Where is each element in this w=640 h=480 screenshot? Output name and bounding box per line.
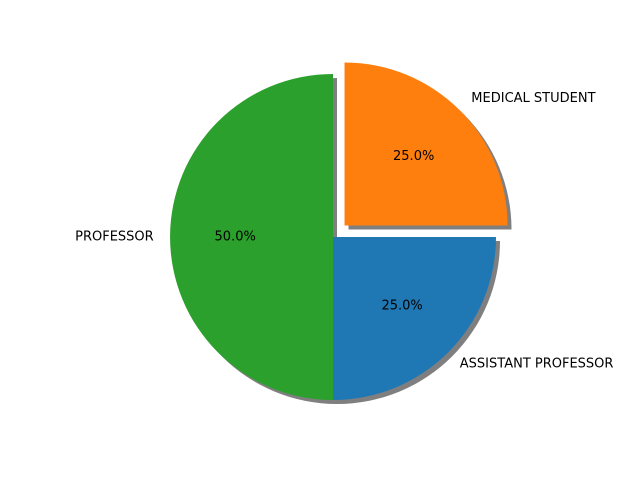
slice-professor (170, 74, 333, 400)
slice-label-medical-student: MEDICAL STUDENT (471, 91, 595, 106)
slice-label-professor: PROFESSOR (75, 230, 154, 245)
slice-assistant-professor (333, 237, 496, 400)
pie-slices (170, 62, 508, 400)
slice-medical-student (344, 62, 508, 226)
pie-labels: PROFESSOR 50.0% ASSISTANT PROFESSOR 25.0% ME… (75, 91, 613, 371)
slice-pct-professor: 50.0% (215, 230, 256, 245)
slice-pct-assistant-professor: 25.0% (381, 299, 422, 314)
slice-label-assistant-professor: ASSISTANT PROFESSOR (460, 356, 614, 371)
slice-pct-medical-student: 25.0% (393, 149, 434, 164)
